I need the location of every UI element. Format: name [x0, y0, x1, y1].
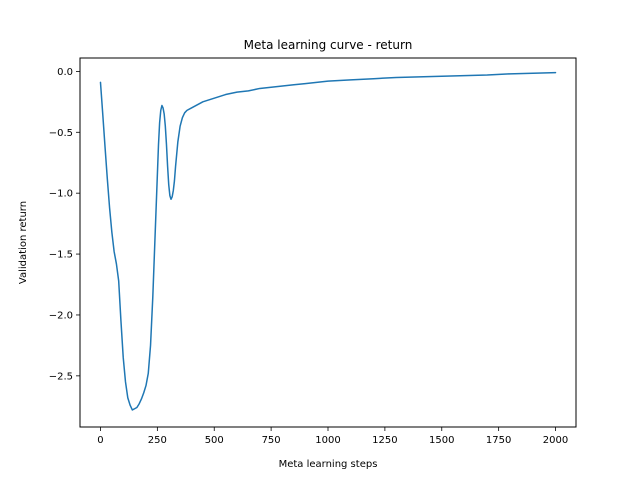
x-axis: 0 250 500 750 1000 1250 1500 1750 2000 [97, 427, 568, 446]
x-tick-label: 0 [97, 435, 103, 446]
x-tick-label: 750 [262, 435, 281, 446]
chart-title: Meta learning curve - return [244, 38, 413, 52]
x-tick-label: 1750 [486, 435, 511, 446]
y-tick-label: 0.0 [57, 67, 73, 78]
y-tick-label: −2.5 [49, 371, 73, 382]
y-tick-label: −1.5 [49, 250, 73, 261]
series-line-0 [99, 71, 557, 411]
x-tick-label: 1500 [429, 435, 454, 446]
y-axis-label: Validation return [18, 201, 29, 284]
x-tick-label: 500 [205, 435, 224, 446]
y-tick-label: −1.0 [49, 189, 73, 200]
x-tick-label: 1000 [315, 435, 340, 446]
plot-area [99, 71, 557, 411]
x-axis-label: Meta learning steps [279, 459, 378, 470]
y-axis: 0.0 −0.5 −1.0 −1.5 −2.0 −2.5 [49, 67, 80, 382]
y-tick-label: −0.5 [49, 128, 73, 139]
y-tick-label: −2.0 [49, 310, 73, 321]
x-tick-label: 1250 [372, 435, 397, 446]
x-tick-label: 250 [148, 435, 167, 446]
x-tick-label: 2000 [543, 435, 568, 446]
